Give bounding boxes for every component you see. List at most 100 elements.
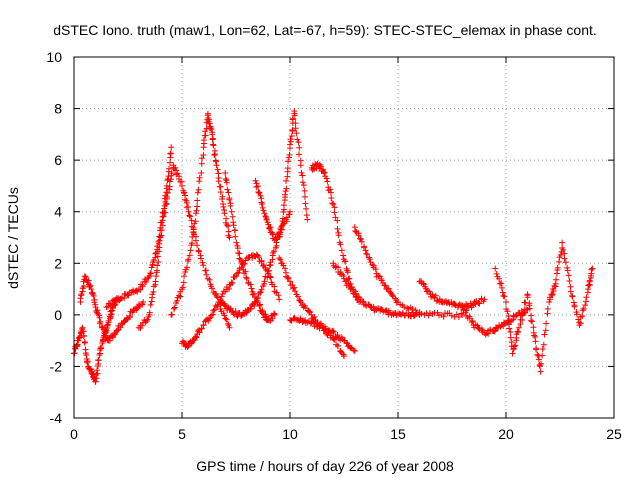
- data-point-interp: [199, 259, 206, 266]
- data-point-interp: [509, 316, 516, 323]
- data-point-interp: [198, 325, 205, 332]
- data-point-interp: [232, 227, 239, 234]
- data-point-interp: [301, 187, 308, 194]
- data-point: [304, 216, 311, 223]
- data-point-interp: [476, 300, 483, 307]
- data-point-interp: [174, 170, 181, 177]
- data-point-interp: [352, 227, 359, 234]
- data-point-interp: [138, 322, 145, 329]
- data-point: [546, 298, 553, 305]
- data-point-interp: [184, 344, 191, 351]
- data-point-interp: [150, 288, 157, 295]
- data-point-interp: [498, 284, 505, 291]
- data-point-interp: [262, 213, 269, 220]
- data-point-interp: [259, 307, 266, 314]
- data-point-interp: [542, 327, 549, 334]
- data-point: [79, 324, 86, 331]
- data-point: [287, 141, 293, 148]
- data-point-interp: [529, 318, 536, 325]
- data-point-interp: [382, 282, 389, 289]
- data-point: [308, 311, 315, 318]
- data-point-interp: [200, 151, 207, 158]
- data-point: [531, 332, 538, 339]
- data-point-interp: [468, 319, 475, 326]
- data-point-interp: [184, 264, 191, 271]
- data-point-interp: [152, 278, 159, 285]
- data-point-interp: [242, 268, 249, 275]
- data-point-interp: [200, 262, 207, 269]
- data-point-interp: [291, 112, 298, 119]
- data-point: [459, 311, 466, 318]
- data-point: [271, 311, 278, 318]
- data-point-interp: [565, 272, 572, 279]
- data-point-interp: [137, 286, 144, 293]
- data-point-interp: [324, 178, 331, 185]
- data-point-interp: [109, 334, 116, 341]
- data-point-interp: [158, 232, 165, 239]
- data-point-interp: [337, 269, 344, 276]
- data-point-interp: [588, 266, 595, 273]
- y-tick-label: 0: [54, 307, 62, 323]
- data-point-interp: [236, 255, 243, 262]
- data-point: [287, 208, 293, 215]
- data-point-interp: [334, 217, 341, 224]
- data-point-interp: [93, 371, 100, 378]
- data-point-interp: [97, 318, 104, 325]
- data-point-interp: [287, 136, 294, 143]
- data-point-interp: [526, 302, 533, 309]
- data-point-interp: [248, 252, 255, 259]
- data-point-interp: [544, 305, 551, 312]
- data-point: [200, 322, 207, 329]
- data-point-interp: [154, 262, 161, 269]
- data-point-interp: [224, 320, 231, 327]
- data-point: [168, 144, 175, 151]
- data-point-interp: [440, 313, 447, 320]
- x-axis-label: GPS time / hours of day 226 of year 2008: [196, 458, 454, 474]
- data-point-interp: [570, 299, 577, 306]
- data-point-interp: [250, 290, 257, 297]
- data-point: [226, 234, 233, 241]
- data-point-interp: [269, 230, 276, 237]
- data-point-interp: [80, 333, 87, 340]
- data-point-interp: [313, 320, 320, 327]
- data-point-interp: [254, 183, 261, 190]
- data-point: [515, 324, 522, 331]
- data-point-interp: [340, 252, 347, 259]
- data-point-interp: [267, 224, 274, 231]
- data-point-interp: [299, 179, 306, 186]
- data-point-interp: [456, 301, 463, 308]
- data-point-interp: [528, 317, 535, 324]
- data-point-interp: [215, 178, 222, 185]
- data-point-interp: [344, 269, 351, 276]
- data-point-interp: [117, 295, 124, 302]
- data-point-interp: [251, 294, 258, 301]
- data-point-interp: [583, 294, 590, 301]
- data-point-interp: [196, 178, 203, 185]
- data-point-interp: [227, 202, 234, 209]
- data-point-interp: [236, 250, 243, 257]
- data-point: [235, 249, 242, 256]
- data-point-interp: [512, 313, 519, 320]
- data-point-interp: [393, 299, 400, 306]
- data-point-interp: [507, 329, 514, 336]
- data-point-interp: [334, 225, 341, 232]
- data-point: [265, 270, 272, 277]
- data-point-interp: [397, 311, 404, 318]
- data-point: [297, 162, 304, 169]
- data-point-interp: [496, 280, 503, 287]
- data-point-interp: [168, 170, 175, 177]
- data-point-interp: [232, 233, 239, 240]
- data-point-interp: [154, 267, 161, 274]
- data-point-interp: [98, 344, 105, 351]
- data-point-interp: [147, 270, 154, 277]
- data-point-interp: [530, 324, 537, 331]
- data-point-interp: [247, 305, 254, 312]
- data-point-interp: [541, 331, 548, 338]
- data-point-interp: [270, 248, 277, 255]
- data-point-interp: [297, 297, 304, 304]
- grid-lines: [74, 57, 614, 418]
- data-point-interp: [217, 183, 224, 190]
- data-point-interp: [335, 232, 342, 239]
- data-point: [187, 247, 194, 254]
- data-point-interp: [209, 285, 216, 292]
